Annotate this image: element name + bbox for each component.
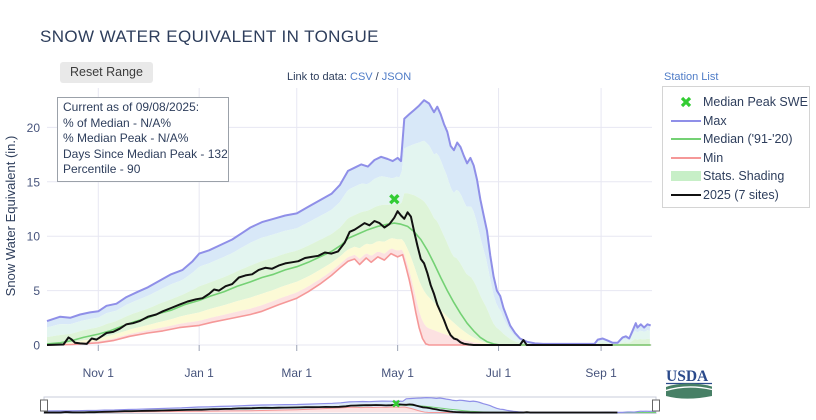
legend-label: Min <box>703 150 724 165</box>
page-title: SNOW WATER EQUIVALENT IN TONGUE <box>40 27 379 46</box>
json-link[interactable]: JSON <box>381 71 412 83</box>
y-tick-label: 20 <box>27 121 41 135</box>
info-line: % of Median - N/A% <box>63 115 172 130</box>
legend-swatch <box>669 119 703 122</box>
legend-item-max[interactable]: Max <box>669 112 805 131</box>
range-slider-left-handle[interactable] <box>40 399 48 412</box>
range-slider-right-handle[interactable] <box>652 399 660 412</box>
usda-logo-graphic: USDA <box>665 368 713 399</box>
x-tick-label: Sep 1 <box>585 366 617 380</box>
range-slider-min-line <box>44 406 656 413</box>
x-tick-label: Jan 1 <box>184 366 214 380</box>
current-year-line <box>46 210 613 346</box>
median-peak-swe-marker <box>389 194 400 205</box>
legend-swatch <box>669 193 703 196</box>
legend-swatch <box>669 96 703 108</box>
y-tick-label: 10 <box>27 230 41 244</box>
info-line: % Median Peak - N/A% <box>63 131 189 146</box>
range-slider-current-line <box>44 403 618 414</box>
max-line <box>46 99 652 345</box>
x-tick-label: Mar 1 <box>281 366 312 380</box>
legend-swatch <box>669 171 703 182</box>
stats-shading-band <box>47 238 650 345</box>
usda-logo: USDA <box>665 368 715 407</box>
x-tick-label: Nov 1 <box>83 366 115 380</box>
info-line: Days Since Median Peak - 132 <box>63 146 228 161</box>
usda-logo-text: USDA <box>666 368 709 385</box>
y-axis-title: Snow Water Equivalent (in.) <box>3 136 18 297</box>
info-line: Percentile - 90 <box>63 162 141 177</box>
legend-item-stats-shading[interactable]: Stats. Shading <box>669 167 805 186</box>
current-status-info-box: Current as of 09/08/2025:% of Median - N… <box>57 97 229 182</box>
station-list-link[interactable]: Station List <box>664 71 719 83</box>
link-to-data: Link to data: CSV / JSON <box>287 71 411 83</box>
legend-swatch <box>669 138 703 141</box>
csv-link[interactable]: CSV <box>350 71 373 83</box>
legend-swatch <box>669 156 703 159</box>
legend-label: Max <box>703 113 727 128</box>
x-tick-label: May 1 <box>381 366 414 380</box>
range-slider-peak-marker <box>392 399 400 408</box>
legend-label: Stats. Shading <box>703 169 785 184</box>
info-line: Current as of 09/08/2025: <box>63 100 200 114</box>
y-tick-label: 15 <box>27 175 41 189</box>
range-slider-min-fill <box>44 407 656 413</box>
link-to-data-label: Link to data: <box>287 71 350 83</box>
reset-range-button[interactable]: Reset Range <box>60 62 153 83</box>
legend-label: Median ('91-'20) <box>703 132 793 147</box>
legend-item-median-peak-swe[interactable]: Median Peak SWE <box>669 93 808 112</box>
y-tick-label: 0 <box>33 339 40 353</box>
stats-shading-band <box>47 193 650 345</box>
chart-legend: Median Peak SWE Max Median ('91-'20) Min Sta… <box>662 86 810 208</box>
legend-label: 2025 (7 sites) <box>703 187 779 202</box>
min-line <box>46 252 651 346</box>
legend-item-median-91-20-[interactable]: Median ('91-'20) <box>669 130 805 149</box>
legend-item-min[interactable]: Min <box>669 149 805 168</box>
median-peak-x-icon <box>680 97 692 108</box>
x-tick-label: Jul 1 <box>486 366 512 380</box>
legend-item-2025-7-sites-[interactable]: 2025 (7 sites) <box>669 186 805 205</box>
legend-label: Median Peak SWE <box>703 95 808 110</box>
link-separator: / <box>372 71 382 83</box>
y-tick-label: 5 <box>33 284 40 298</box>
